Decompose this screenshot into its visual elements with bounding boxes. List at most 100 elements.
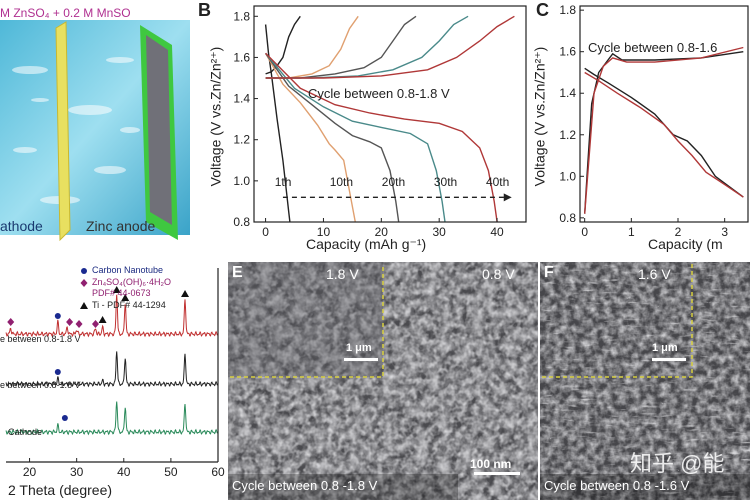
- series-4-charge-line: [265, 15, 515, 79]
- sem-image-f: [540, 262, 750, 500]
- panel-e-caption: Cycle between 0.8 -1.8 V: [232, 478, 378, 493]
- panel-f-letter: F: [544, 264, 554, 281]
- inset-border-e: [230, 264, 384, 378]
- plot-frame: [253, 5, 527, 223]
- phase-triangle-icon: [98, 316, 107, 323]
- panel-e-letter: E: [232, 264, 243, 281]
- series-1-discharge-line: [264, 52, 356, 223]
- cycle-label-0: 1th: [274, 175, 292, 190]
- series-1-discharge-line: [584, 71, 744, 198]
- x-tick-label: 0: [262, 225, 269, 239]
- legend-carbon-nanotube: Carbon Nanotube: [92, 265, 164, 275]
- panel-b-chart: 0 10 20 30 40 0.8 1.0 1.2 1.4 1.6 1.8 B Cycle betw…: [198, 0, 530, 262]
- chart-c-svg: 0 1 2 3 0.8 1.0 1.2 1.4 1.6 1.8: [559, 3, 749, 239]
- inset-scale-bar-e: [344, 358, 378, 361]
- panel-e-sem: E 1.8 V 0.8 V 1 μm 100 nm Cycle between …: [228, 262, 538, 500]
- phase-circle-icon: [54, 313, 61, 319]
- phase-diamond-icon: [92, 320, 100, 328]
- phase-circle-icon: [61, 415, 68, 421]
- y-tick-label: 1.4: [559, 86, 576, 100]
- panel-d-xrd: 20 30 40 50 60 Carbon Nanotube Zn₄SO₄(OH)₆·4…: [0, 262, 228, 500]
- legend-zinc-hydroxide-sulfate: Zn₄SO₄(OH)₆·4H₂O: [92, 277, 171, 287]
- plot-frame: [579, 5, 749, 223]
- legend-circle-icon: [81, 268, 87, 274]
- phase-triangle-icon: [112, 286, 121, 293]
- y-tick-label: 1.2: [233, 133, 250, 147]
- chart-d-svg: 20 30 40 50 60: [5, 268, 225, 479]
- x-tick-label: 3: [721, 225, 728, 239]
- panel-c-chart: 0 1 2 3 0.8 1.0 1.2 1.4 1.6 1.8 C Cycle between 0…: [530, 0, 750, 262]
- x-tick-label: 30: [433, 225, 447, 239]
- y-tick-label: 1.6: [559, 45, 576, 59]
- cycle-label-4: 40th: [485, 175, 510, 190]
- x-tick-label: 50: [164, 465, 178, 479]
- panel-b-xlabel: Capacity (mAh g⁻¹): [306, 236, 427, 252]
- cathode-plate: [55, 21, 71, 242]
- x-tick-label: 2: [675, 225, 682, 239]
- phase-triangle-icon: [181, 290, 190, 297]
- cycle-arrow-head-icon: [503, 193, 512, 202]
- panel-c-letter: C: [536, 0, 549, 20]
- cell-schematic-illustration: [0, 0, 198, 250]
- y-tick-label: 0.8: [233, 215, 250, 229]
- cycle-label-1: 10th: [329, 175, 354, 190]
- y-tick-label: 1.8: [559, 3, 576, 17]
- x-tick-label: 1: [628, 225, 635, 239]
- phase-diamond-icon: [66, 318, 74, 326]
- phase-diamond-icon: [75, 320, 83, 328]
- y-tick-label: 1.6: [233, 50, 250, 64]
- trace-label-0: e between 0.8-1.8 V: [0, 334, 81, 344]
- y-tick-label: 1.0: [233, 174, 250, 188]
- panel-a-schematic: M ZnSO₄ + 0.2 M MnSO athode Zinc anode: [0, 0, 198, 250]
- legend-triangle-icon: [80, 302, 88, 309]
- y-tick-label: 0.8: [559, 211, 576, 225]
- phase-diamond-icon: [7, 318, 15, 326]
- trace-label-2: Cathode: [8, 427, 43, 437]
- trace-label-1: e between 0.8-1.6 V: [0, 380, 81, 390]
- x-tick-label: 40: [490, 225, 504, 239]
- x-tick-label: 10: [317, 225, 331, 239]
- xrd-trace-1: [5, 351, 218, 388]
- electrolyte-label: M ZnSO₄ + 0.2 M MnSO: [0, 6, 131, 20]
- panel-f-sem: F 1.6 V 1 μm 知乎 @能 Cycle between 0.8 -1.…: [540, 262, 750, 500]
- cathode-label: athode: [0, 218, 43, 234]
- panel-f-caption: Cycle between 0.8 -1.6 V: [544, 478, 690, 493]
- y-tick-label: 1.8: [233, 9, 250, 23]
- series-0-charge-line: [584, 51, 744, 214]
- panel-c-xlabel: Capacity (m: [648, 236, 723, 252]
- x-tick-label: 30: [70, 465, 84, 479]
- legend-zinc-hydroxide-sulfate-pdf: PDF# 44-0673: [92, 288, 151, 298]
- series-1-charge-line: [584, 46, 744, 214]
- panel-e-inset-voltage: 1.8 V: [326, 266, 359, 282]
- panel-f-inset-scale: 1 μm: [652, 342, 678, 354]
- y-tick-label: 1.2: [559, 128, 576, 142]
- series-0-discharge-line: [264, 24, 291, 223]
- phase-circle-icon: [54, 369, 61, 375]
- panel-b-letter: B: [198, 0, 211, 20]
- x-tick-label: 60: [211, 465, 225, 479]
- scale-bar-e: [474, 472, 520, 475]
- y-tick-label: 1.0: [559, 169, 576, 183]
- series-2-discharge-line: [265, 52, 400, 223]
- panel-c-annotation: Cycle between 0.8-1.6: [588, 40, 718, 55]
- x-tick-label: 20: [375, 225, 389, 239]
- legend-diamond-icon: [80, 279, 88, 287]
- panel-b-ylabel: Voltage (V vs.Zn/Zn²⁺): [207, 46, 224, 187]
- series-3-charge-line: [265, 15, 469, 79]
- xrd-trace-0: [5, 294, 218, 338]
- legend-titanium: Ti - PDF# 44-1294: [92, 300, 166, 310]
- panel-e-scale: 100 nm: [470, 457, 512, 471]
- inset-scale-bar-f: [652, 358, 686, 361]
- anode-label: Zinc anode: [86, 218, 156, 234]
- inset-border-f: [542, 264, 693, 378]
- series-1-charge-line: [265, 15, 359, 79]
- series-0-charge-line: [265, 15, 301, 75]
- x-tick-label: 0: [581, 225, 588, 239]
- chart-b-svg: 0 10 20 30 40 0.8 1.0 1.2 1.4 1.6 1.8: [233, 5, 527, 239]
- phase-triangle-icon: [121, 294, 130, 301]
- cycle-label-2: 20th: [381, 175, 406, 190]
- panel-e-main-voltage: 0.8 V: [482, 266, 515, 282]
- panel-b-annotation: Cycle between 0.8-1.8 V: [308, 86, 450, 101]
- series-4-discharge-line: [265, 52, 498, 223]
- xrd-trace-2: [5, 401, 218, 436]
